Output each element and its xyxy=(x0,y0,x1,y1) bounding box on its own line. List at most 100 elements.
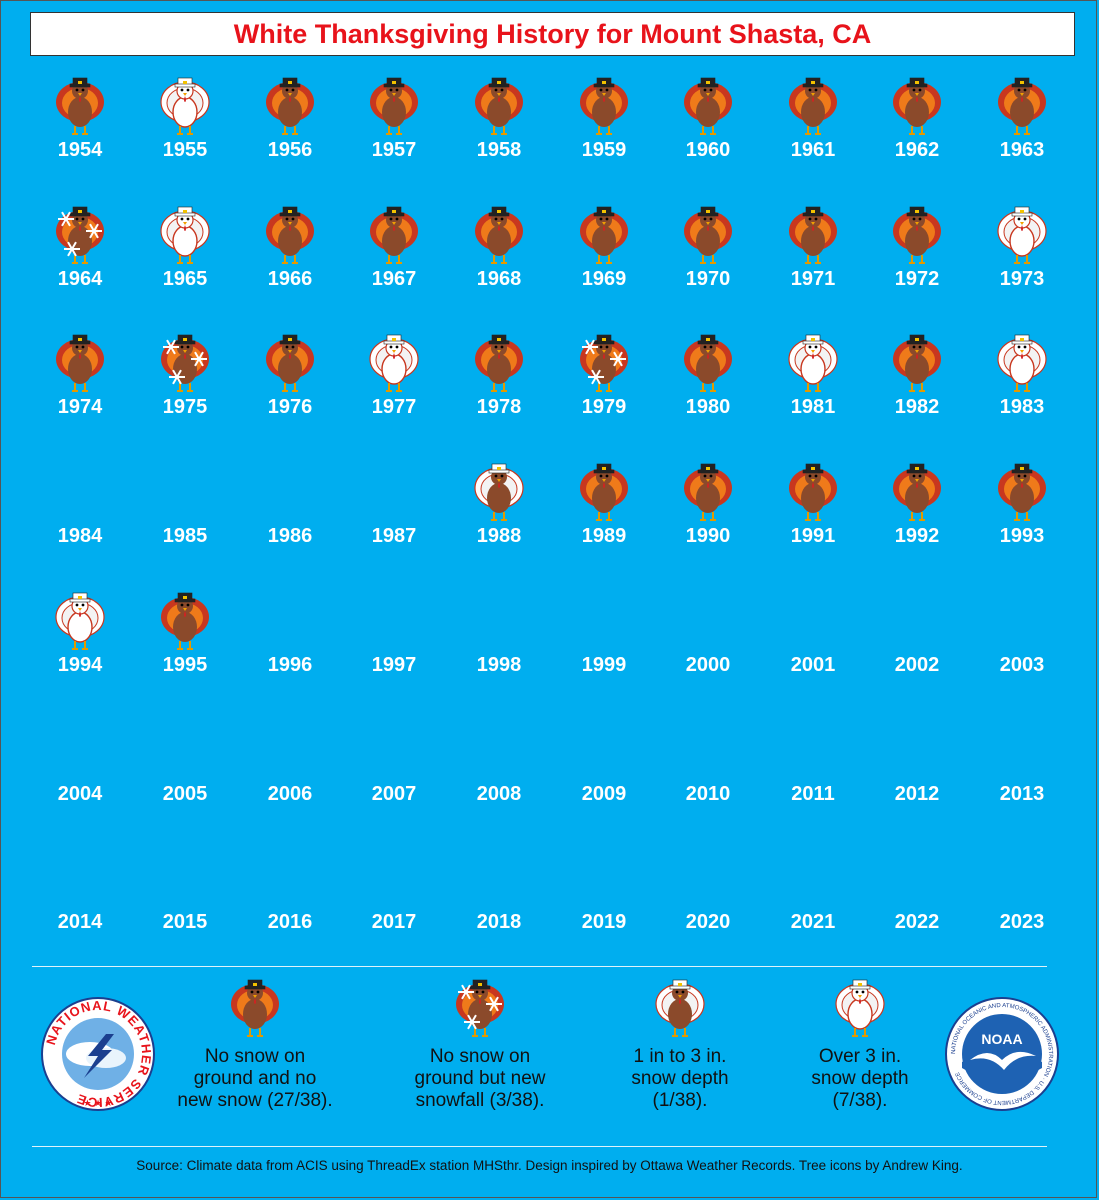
legend-label: Over 3 in. snow depth (7/38). xyxy=(790,1046,930,1112)
year-cell: 1955 xyxy=(133,76,237,196)
year-label: 2000 xyxy=(685,653,731,676)
legend-label-line: snowfall (3/38). xyxy=(415,1090,545,1111)
legend-item: No snow on ground and no new snow (27/38). xyxy=(165,978,345,1112)
year-cell: 2003 xyxy=(970,591,1074,711)
turkey-icon xyxy=(578,76,630,138)
year-label: 2019 xyxy=(581,911,627,934)
turkey-icon xyxy=(368,333,420,395)
year-label: 2014 xyxy=(57,911,103,934)
turkey-icon xyxy=(159,591,211,653)
year-cell: 1996 xyxy=(238,591,342,711)
year-label: 1989 xyxy=(581,525,627,548)
turkey-icon xyxy=(264,76,316,138)
year-cell: 1979 xyxy=(552,333,656,453)
year-label: 1981 xyxy=(790,396,836,419)
noaa-logo: NOAA NATIONAL OCEANIC AND ATMOSPHERIC AD… xyxy=(944,996,1060,1117)
turkey-icon xyxy=(368,76,420,138)
legend-label-line: snow depth xyxy=(631,1068,729,1089)
year-cell: 1963 xyxy=(970,76,1074,196)
year-cell: 1965 xyxy=(133,205,237,325)
year-cell: 1984 xyxy=(28,462,132,582)
turkey-icon xyxy=(159,333,211,395)
turkey-icon xyxy=(578,205,630,267)
year-label: 1967 xyxy=(371,267,417,290)
turkey-icon xyxy=(996,76,1048,138)
year-label: 2004 xyxy=(57,782,103,805)
year-label: 1962 xyxy=(894,139,940,161)
year-cell: 2007 xyxy=(342,720,446,840)
turkey-icon xyxy=(578,462,630,524)
turkey-icon xyxy=(454,978,506,1040)
year-label: 1992 xyxy=(894,525,940,548)
year-label: 1986 xyxy=(267,525,313,548)
year-label: 2022 xyxy=(894,911,940,934)
year-label: 1960 xyxy=(685,139,731,161)
year-label: 2001 xyxy=(790,653,836,676)
legend-item: Over 3 in. snow depth (7/38). xyxy=(790,978,930,1112)
nws-logo: NATIONAL WEATHER SERVICE ★ ★ ★ xyxy=(40,996,156,1117)
year-label: 1970 xyxy=(685,267,731,290)
year-cell: 1985 xyxy=(133,462,237,582)
year-label: 1991 xyxy=(790,525,836,548)
divider-top xyxy=(32,966,1047,967)
legend-item: 1 in to 3 in. snow depth (1/38). xyxy=(605,978,755,1112)
year-cell: 2012 xyxy=(865,720,969,840)
turkey-icon xyxy=(473,333,525,395)
year-label: 1972 xyxy=(894,267,940,290)
turkey-icon xyxy=(996,462,1048,524)
legend-label: 1 in to 3 in. snow depth (1/38). xyxy=(605,1046,755,1112)
year-label: 1955 xyxy=(162,139,208,161)
year-cell: 1997 xyxy=(342,591,446,711)
year-label: 2011 xyxy=(791,782,835,805)
year-cell: 1987 xyxy=(342,462,446,582)
year-label: 2007 xyxy=(371,782,417,805)
year-cell: 1962 xyxy=(865,76,969,196)
year-cell: 2000 xyxy=(656,591,760,711)
year-cell: 2015 xyxy=(133,848,237,968)
year-cell: 1954 xyxy=(28,76,132,196)
turkey-icon xyxy=(787,76,839,138)
year-label: 1982 xyxy=(894,396,940,419)
year-cell: 1966 xyxy=(238,205,342,325)
year-label: 1969 xyxy=(581,267,627,290)
year-cell: 2002 xyxy=(865,591,969,711)
year-label: 1961 xyxy=(790,139,836,161)
year-label: 1996 xyxy=(267,653,313,676)
year-cell: 1983 xyxy=(970,333,1074,453)
year-cell: 1993 xyxy=(970,462,1074,582)
turkey-icon xyxy=(264,205,316,267)
year-cell: 1973 xyxy=(970,205,1074,325)
year-cell: 1991 xyxy=(761,462,865,582)
year-label: 2017 xyxy=(371,911,417,934)
year-cell: 1958 xyxy=(447,76,551,196)
year-cell: 1988 xyxy=(447,462,551,582)
noaa-logo-text: NOAA xyxy=(981,1031,1022,1047)
turkey-icon xyxy=(682,333,734,395)
turkey-icon xyxy=(891,205,943,267)
year-label: 1983 xyxy=(999,396,1045,419)
year-cell: 1969 xyxy=(552,205,656,325)
year-label: 1976 xyxy=(267,396,313,419)
year-cell: 1971 xyxy=(761,205,865,325)
legend-label: No snow on ground but new snowfall (3/38). xyxy=(395,1046,565,1112)
turkey-icon xyxy=(787,333,839,395)
year-label: 1995 xyxy=(162,653,208,676)
year-label: 2009 xyxy=(581,782,627,805)
year-label: 1968 xyxy=(476,267,522,290)
year-cell: 1999 xyxy=(552,591,656,711)
year-cell: 1964 xyxy=(28,205,132,325)
turkey-icon xyxy=(682,76,734,138)
year-cell: 2016 xyxy=(238,848,342,968)
year-label: 2021 xyxy=(790,911,836,934)
turkey-icon xyxy=(682,462,734,524)
year-label: 1979 xyxy=(581,396,627,419)
year-label: 1980 xyxy=(685,396,731,419)
year-label: 2008 xyxy=(476,782,522,805)
turkey-icon xyxy=(54,333,106,395)
year-cell: 1980 xyxy=(656,333,760,453)
year-label: 1977 xyxy=(371,396,417,419)
year-cell: 1960 xyxy=(656,76,760,196)
year-label: 2015 xyxy=(162,911,208,934)
year-cell: 1995 xyxy=(133,591,237,711)
